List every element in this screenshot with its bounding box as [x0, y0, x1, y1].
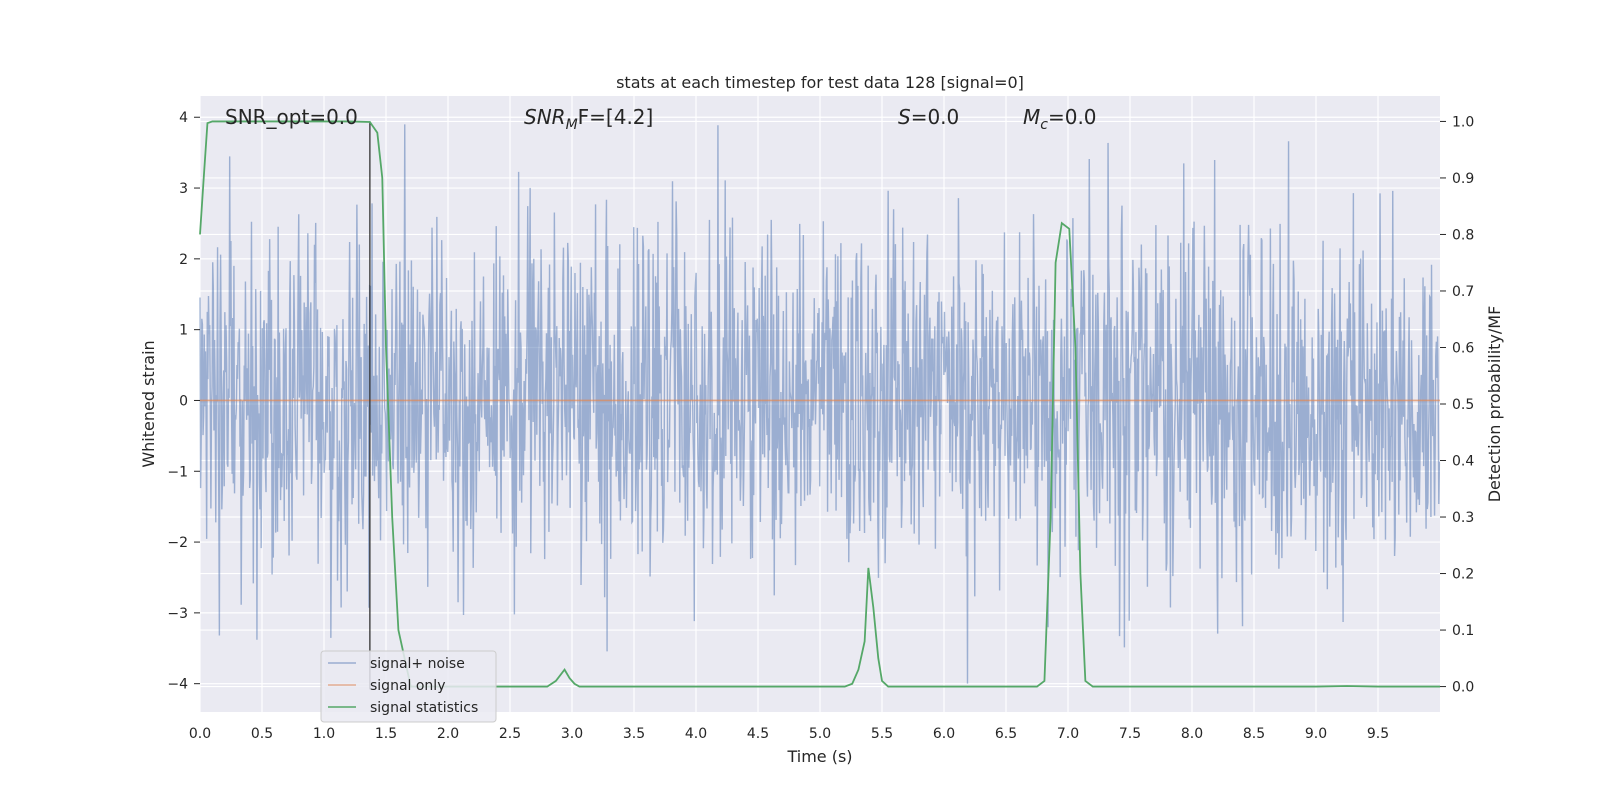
x-tick-label: 6.5	[995, 726, 1017, 742]
y-tick-label: 4	[179, 110, 188, 126]
x-tick-label: 9.0	[1305, 726, 1327, 742]
annotation-snr-mf-base: SNR	[524, 105, 566, 129]
x-tick-label: 1.5	[375, 726, 397, 742]
y2-tick-label: 0.4	[1452, 454, 1474, 470]
annotation-mc-base: M	[1023, 105, 1040, 129]
annotation-s: S=0.0	[898, 105, 959, 129]
annotation-s-rest: =0.0	[911, 105, 960, 129]
x-tick-label: 7.0	[1057, 726, 1079, 742]
y2-tick-label: 0.8	[1452, 227, 1474, 243]
y-tick-label: −4	[167, 677, 188, 693]
series-signal-plus-noise	[199, 124, 1441, 684]
x-tick-label: 2.5	[499, 726, 521, 742]
y-tick-label: 2	[179, 252, 188, 268]
y2-tick-label: 0.0	[1452, 680, 1474, 696]
y2-tick-label: 1.0	[1452, 114, 1474, 130]
y-tick-label: 1	[179, 323, 188, 339]
x-tick-label: 5.5	[871, 726, 893, 742]
x-tick-label: 8.0	[1181, 726, 1203, 742]
x-tick-label: 4.0	[685, 726, 707, 742]
y2-axis-label: Detection probability/MF	[1485, 306, 1504, 503]
y2-tick-label: 0.1	[1452, 623, 1474, 639]
x-tick-label: 1.0	[313, 726, 335, 742]
y-tick-label: 0	[179, 393, 188, 409]
x-tick-label: 3.0	[561, 726, 583, 742]
y2-tick-label: 0.9	[1452, 171, 1474, 187]
signal-statistics-line	[199, 120, 1440, 688]
y2-tick-label: 0.7	[1452, 284, 1474, 300]
legend-entry-signal-plus-noise: signal+ noise	[370, 656, 465, 672]
x-tick-label: 6.0	[933, 726, 955, 742]
y-axis-ticks: 4 3 2 1 0 −1 −2 −3 −4	[167, 110, 200, 693]
x-tick-label: 7.5	[1119, 726, 1141, 742]
x-tick-label: 9.5	[1367, 726, 1389, 742]
chart-title: stats at each timestep for test data 128…	[616, 73, 1024, 92]
y2-tick-label: 0.6	[1452, 340, 1474, 356]
legend-box	[320, 650, 497, 723]
annotation-snr-mf: SNRMF=[4.2]	[524, 105, 653, 133]
annotation-mc: Mc=0.0	[1023, 105, 1097, 133]
y-tick-label: −3	[167, 606, 188, 622]
x-tick-label: 3.5	[623, 726, 645, 742]
noise-line	[199, 124, 1441, 684]
annotation-mc-rest: =0.0	[1048, 105, 1097, 129]
x-tick-label: 4.5	[747, 726, 769, 742]
annotation-s-base: S	[898, 105, 911, 129]
y2-tick-label: 0.5	[1452, 397, 1474, 413]
y-tick-label: 3	[179, 181, 188, 197]
annotation-snr-mf-rest: F=[4.2]	[578, 105, 654, 129]
y-tick-label: −2	[167, 535, 188, 551]
legend-entry-signal-only: signal only	[370, 678, 445, 694]
legend-entry-signal-statistics: signal statistics	[370, 700, 478, 716]
annotation-snr-mf-sub: M	[566, 117, 578, 133]
y2-tick-label: 0.2	[1452, 567, 1474, 583]
x-axis-label: Time (s)	[786, 747, 852, 766]
legend: signal+ noise signal only signal statist…	[320, 650, 497, 723]
x-axis-ticks: 0.0 0.5 1.0 1.5 2.0 2.5 3.0 3.5 4.0 4.5 5.0 5.5 6.0 6…	[189, 726, 1389, 742]
x-tick-label: 2.0	[437, 726, 459, 742]
x-tick-label: 5.0	[809, 726, 831, 742]
x-tick-label: 8.5	[1243, 726, 1265, 742]
annotation-snr-opt: SNR_opt=0.0	[225, 105, 358, 129]
series-signal-statistics	[199, 120, 1440, 688]
y-tick-label: −1	[167, 464, 188, 480]
x-tick-label: 0.5	[251, 726, 273, 742]
y2-tick-label: 0.3	[1452, 510, 1474, 526]
x-tick-label: 0.0	[189, 726, 211, 742]
y2-axis-ticks: 1.0 0.9 0.8 0.7 0.6 0.5 0.4 0.3 0.2 0.1 0.0	[1440, 114, 1474, 696]
y-axis-label: Whitened strain	[139, 340, 158, 467]
annotation-mc-sub: c	[1040, 117, 1048, 133]
